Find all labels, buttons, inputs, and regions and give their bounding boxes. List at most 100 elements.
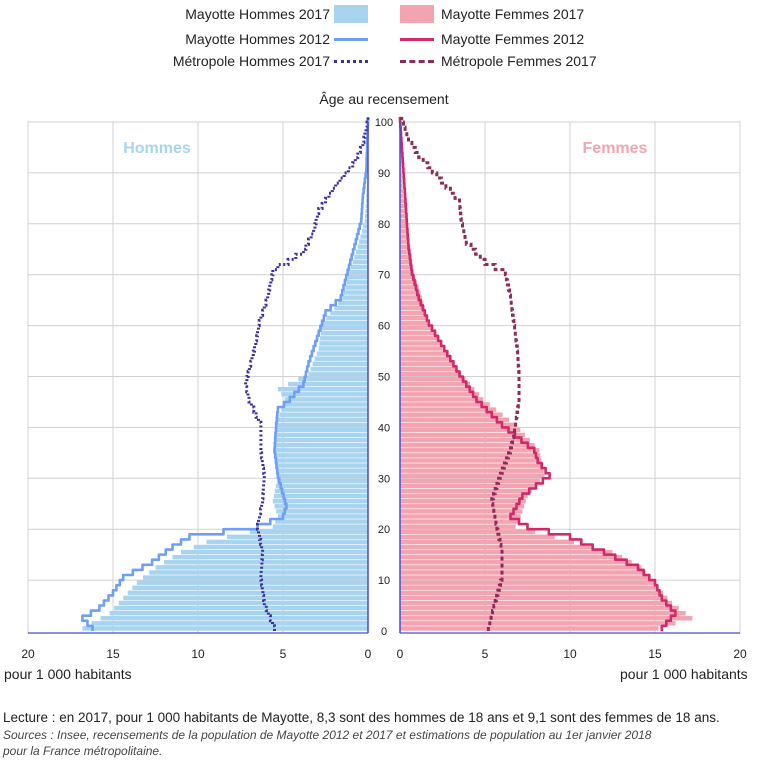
- x-tick-men-5: 5: [280, 647, 287, 660]
- bar-men-2017-age-41: [277, 417, 368, 423]
- bar-men-2017-age-37: [275, 437, 368, 443]
- bar-women-2017-age-48: [400, 381, 471, 387]
- bar-women-2017-age-32: [400, 463, 543, 468]
- legend: Mayotte Hommes 2017 Mayotte Hommes 2012 …: [0, 0, 772, 78]
- bar-men-2017-age-54: [316, 351, 368, 356]
- bar-men-2017-age-70: [349, 269, 368, 275]
- bar-women-2017-age-46: [400, 392, 479, 397]
- bar-men-2017-age-51: [310, 366, 368, 372]
- bar-women-2017-age-70: [400, 269, 414, 275]
- line-women-2012: [398, 116, 677, 631]
- bar-women-2017-age-35: [400, 448, 540, 453]
- age-tick-50: 50: [378, 372, 390, 384]
- bar-men-2017-age-14: [172, 554, 368, 560]
- bar-men-2017-age-71: [351, 264, 368, 270]
- bar-women-2017-age-18: [400, 534, 555, 540]
- age-tick-80: 80: [378, 219, 390, 231]
- bar-women-2017-age-21: [400, 519, 519, 524]
- bar-men-2017-age-31: [277, 468, 368, 473]
- bar-men-2017-age-79: [363, 224, 368, 229]
- notes: Lecture : en 2017, pour 1 000 habitants …: [3, 710, 768, 759]
- bar-men-2017-age-73: [354, 254, 368, 260]
- x-tick-men-10: 10: [191, 647, 205, 660]
- bar-men-2017-age-5: [118, 600, 369, 606]
- legend-women-2017-swatch: [400, 5, 434, 23]
- age-tick-70: 70: [378, 270, 390, 282]
- bar-women-2017-age-79: [400, 224, 408, 229]
- bar-men-2017-age-13: [164, 560, 368, 565]
- bar-men-2017-age-35: [274, 448, 368, 453]
- bar-women-2017-age-5: [400, 600, 672, 606]
- bar-women-2017-age-82: [400, 208, 406, 214]
- bar-women-2017-age-88: [400, 178, 403, 183]
- bar-men-2017-age-66: [343, 290, 368, 295]
- bar-women-2017-age-49: [400, 376, 466, 382]
- bar-men-2017-age-36: [274, 442, 368, 448]
- bar-women-2017-age-58: [400, 330, 435, 336]
- bar-women-2017-age-45: [400, 397, 484, 402]
- x-tick-women-15: 15: [648, 647, 662, 660]
- bar-men-2017-age-32: [276, 463, 368, 468]
- bar-men-2017-age-15: [181, 549, 368, 555]
- bar-men-2017-age-6: [123, 595, 368, 601]
- line-men-2012: [81, 116, 370, 631]
- bar-men-2017-age-48: [288, 381, 368, 387]
- bar-men-2017-age-42: [279, 412, 368, 417]
- bar-women-2017-age-36: [400, 442, 535, 448]
- bar-men-2017-age-57: [320, 336, 368, 341]
- bar-men-2017-age-33: [275, 458, 368, 463]
- bar-men-2017-age-63: [334, 305, 368, 311]
- bar-women-2017-age-77: [400, 234, 409, 239]
- bar-women-2017-age-62: [400, 310, 427, 316]
- bar-men-2017-age-60: [322, 320, 368, 326]
- legend-metro-men-label: Métropole Hommes 2017: [172, 53, 330, 69]
- x-tick-women-5: 5: [482, 647, 489, 660]
- bar-men-2017-age-26: [273, 493, 368, 499]
- bar-women-2017-age-50: [400, 371, 462, 377]
- bar-men-2017-age-62: [330, 310, 368, 316]
- bar-women-2017-age-78: [400, 229, 409, 234]
- bar-men-2017-age-68: [346, 280, 368, 285]
- grid: [27, 121, 741, 634]
- bar-women-2017-age-0: [400, 626, 659, 631]
- chart-title: Âge au recensement: [319, 91, 448, 107]
- bar-men-2017-age-38: [275, 432, 368, 438]
- bar-men-2017-age-53: [314, 356, 368, 361]
- women-label: Femmes: [583, 140, 648, 157]
- bar-men-2017-age-80: [364, 219, 368, 224]
- bar-women-2017-age-20: [400, 524, 516, 529]
- bar-women-2017-age-68: [400, 280, 417, 285]
- bar-women-2017-age-29: [400, 478, 541, 484]
- age-tick-40: 40: [378, 422, 390, 434]
- bar-women-2017-age-13: [400, 560, 632, 565]
- bar-women-2017-age-72: [400, 259, 413, 265]
- line-metro-men-2017: [244, 116, 370, 631]
- bar-women-2017-age-38: [400, 432, 526, 438]
- bar-women-2017-age-2: [400, 616, 693, 621]
- bar-women-2017-age-53: [400, 356, 450, 361]
- bar-women-2017-age-80: [400, 219, 407, 224]
- bar-men-2017-age-85: [366, 193, 368, 199]
- bar-women-2017-age-25: [400, 498, 526, 504]
- bar-women-2017-age-55: [400, 346, 443, 351]
- x-tick-women-10: 10: [563, 647, 577, 660]
- bar-women-2017-age-8: [400, 585, 659, 590]
- bar-women-2017-age-66: [400, 290, 421, 295]
- bar-women-2017-age-15: [400, 549, 613, 555]
- bar-women-2017-age-30: [400, 473, 545, 478]
- bar-men-2017-age-82: [365, 208, 368, 214]
- lecture-note: Lecture : en 2017, pour 1 000 habitants …: [3, 710, 720, 725]
- bar-women-2017-age-1: [400, 621, 676, 626]
- x-tick-men-20: 20: [21, 647, 35, 660]
- x-tick-women-20: 20: [733, 647, 747, 660]
- age-tick-30: 30: [378, 473, 390, 485]
- bar-women-2017-age-57: [400, 336, 438, 341]
- bar-women-2017-age-86: [400, 188, 404, 193]
- legend-men-2017-swatch: [334, 5, 368, 23]
- bar-women-2017-age-85: [400, 193, 404, 199]
- bar-women-2017-age-83: [400, 203, 405, 209]
- unit-right: pour 1 000 habitants: [620, 666, 748, 682]
- x-tick-men-15: 15: [106, 647, 120, 660]
- bar-men-2017-age-44: [283, 402, 368, 407]
